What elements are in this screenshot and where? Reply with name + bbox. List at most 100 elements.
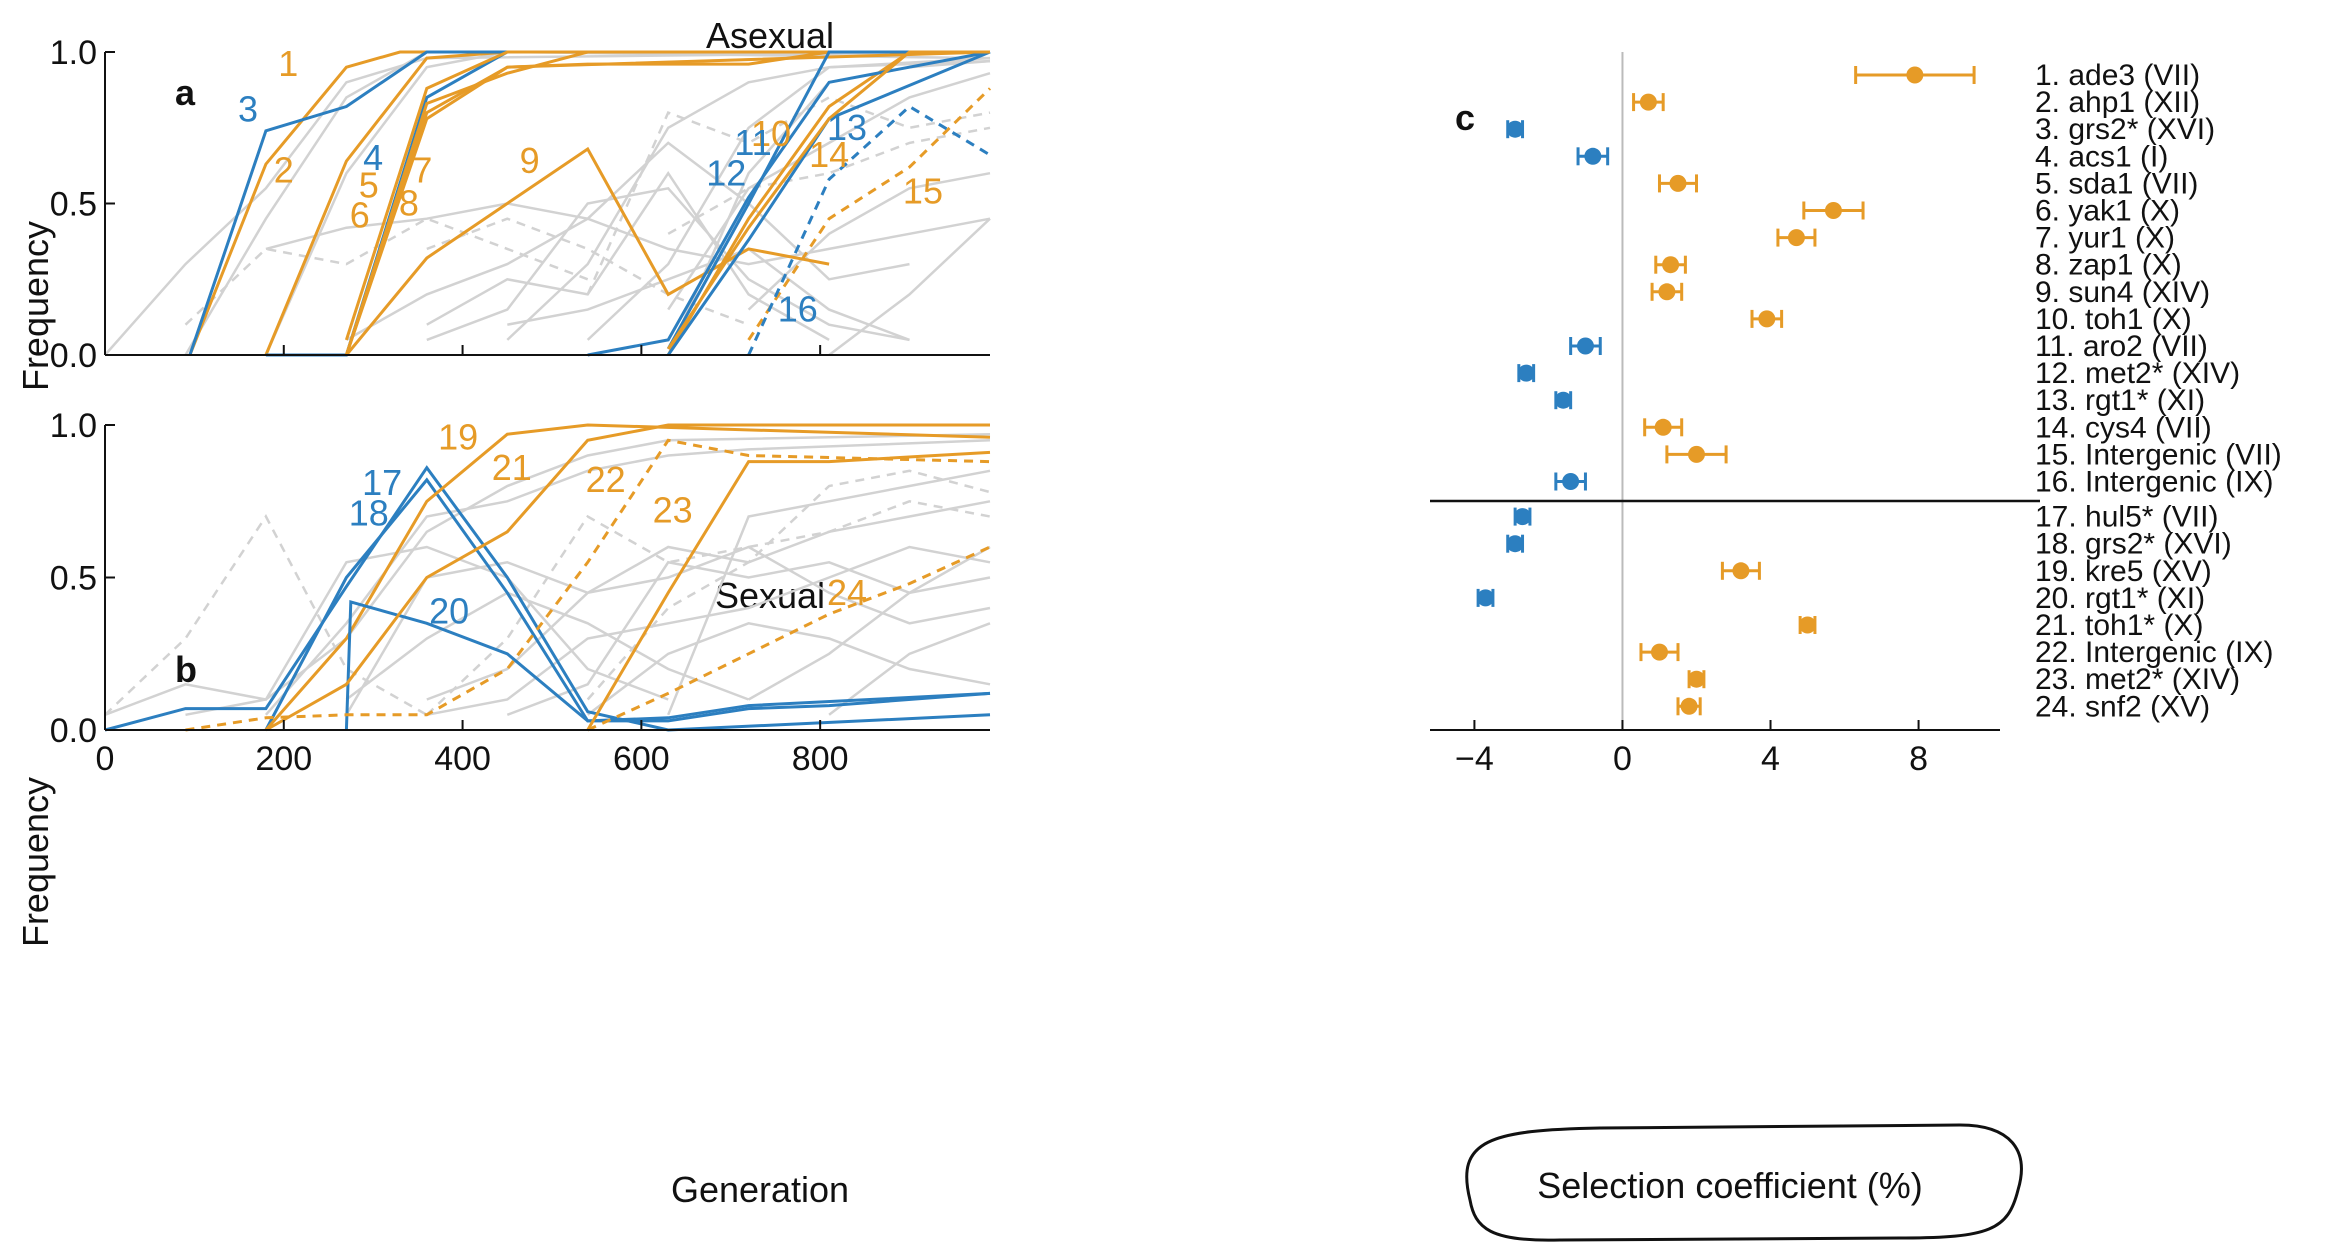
mutation-label-20: 20 bbox=[429, 590, 469, 631]
background-line bbox=[426, 170, 830, 341]
background-line bbox=[104, 50, 991, 356]
mutation-line-16 bbox=[747, 104, 991, 356]
y-tick-label: 0.5 bbox=[50, 186, 97, 224]
y-tick-label: 1.0 bbox=[50, 407, 97, 445]
background-line bbox=[507, 247, 910, 342]
panel-a-highlight-lines bbox=[188, 50, 992, 357]
background-line bbox=[747, 171, 991, 311]
gene-label-17: 17. hul5* (VII) bbox=[2035, 501, 2218, 534]
point-23 bbox=[1687, 670, 1705, 688]
background-line bbox=[828, 622, 991, 716]
mutation-label-15: 15 bbox=[903, 171, 943, 212]
gene-label-2: 2. ahp1 (XII) bbox=[2035, 86, 2200, 119]
point-15 bbox=[1687, 445, 1705, 463]
point-24 bbox=[1680, 697, 1698, 715]
mutation-label-21: 21 bbox=[492, 447, 532, 488]
mutation-label-16: 16 bbox=[778, 289, 818, 330]
y-tick-label: 0.0 bbox=[50, 712, 97, 750]
background-line bbox=[345, 591, 750, 701]
panel-b-axes: 0.0 0.5 1.0 0 200 400 600 800 bbox=[50, 407, 990, 778]
background-line bbox=[425, 500, 991, 716]
y-tick-label: 0.5 bbox=[50, 560, 97, 598]
mutation-label-13: 13 bbox=[827, 107, 867, 148]
gene-label-4: 4. acs1 (I) bbox=[2035, 140, 2168, 173]
mutation-line-9 bbox=[345, 146, 830, 356]
mutation-line-18 bbox=[264, 477, 991, 731]
panel-c-points: 1. ade3 (VII)2. ahp1 (XII)3. grs2* (XVI)… bbox=[1430, 52, 2282, 730]
x-tick-label: 0 bbox=[1613, 740, 1632, 778]
mutation-label-18: 18 bbox=[349, 493, 389, 534]
point-12 bbox=[1517, 364, 1535, 382]
point-3 bbox=[1506, 120, 1524, 138]
x-tick-label: 200 bbox=[255, 740, 312, 778]
x-tick-label: 400 bbox=[434, 740, 491, 778]
gene-label-16: 16. Intergenic (IX) bbox=[2035, 466, 2273, 499]
background-line bbox=[747, 545, 991, 701]
panel-c-selection-coefficients: c 1. ade3 (VII)2. ahp1 (XII)3. grs2* (XV… bbox=[1430, 52, 2282, 1242]
mutation-label-23: 23 bbox=[653, 490, 693, 531]
gene-label-20: 20. rgt1* (XI) bbox=[2035, 582, 2205, 615]
mutation-label-11: 11 bbox=[734, 122, 771, 163]
gene-label-14: 14. cys4 (VII) bbox=[2035, 411, 2212, 444]
gene-label-24: 24. snf2 (XV) bbox=[2035, 690, 2210, 723]
y-tick-label: 1.0 bbox=[50, 34, 97, 72]
gene-label-18: 18. grs2* (XVI) bbox=[2035, 528, 2232, 561]
gene-label-9: 9. sun4 (XIV) bbox=[2035, 276, 2210, 309]
point-4 bbox=[1584, 147, 1602, 165]
gene-label-21: 21. toh1* (X) bbox=[2035, 609, 2203, 642]
point-14 bbox=[1654, 418, 1672, 436]
mutation-label-9: 9 bbox=[520, 140, 540, 181]
x-tick-label: 4 bbox=[1761, 740, 1780, 778]
background-line bbox=[667, 469, 991, 716]
mutation-line-23 bbox=[586, 450, 991, 731]
gene-label-5: 5. sda1 (VII) bbox=[2035, 167, 2198, 200]
point-22 bbox=[1650, 643, 1668, 661]
background-line bbox=[104, 514, 428, 716]
mutation-label-17: 17 bbox=[362, 462, 402, 503]
mutation-line-6 bbox=[344, 50, 991, 356]
point-18 bbox=[1506, 535, 1524, 553]
mutation-line-21 bbox=[265, 423, 990, 732]
background-line bbox=[667, 72, 991, 311]
mutation-label-2: 2 bbox=[274, 149, 294, 190]
mutation-line-15 bbox=[747, 87, 992, 341]
y-tick-label: 0.0 bbox=[50, 337, 97, 375]
background-line bbox=[426, 217, 750, 326]
background-line bbox=[586, 96, 991, 295]
background-line bbox=[586, 622, 991, 716]
point-8 bbox=[1662, 256, 1680, 274]
background-line bbox=[426, 186, 910, 342]
mutation-label-24: 24 bbox=[827, 572, 867, 613]
point-6 bbox=[1824, 202, 1842, 219]
point-9 bbox=[1658, 283, 1676, 301]
background-line bbox=[345, 141, 910, 341]
gene-label-23: 23. met2* (XIV) bbox=[2035, 663, 2240, 696]
point-16 bbox=[1562, 473, 1580, 490]
x-tick-label: −4 bbox=[1455, 740, 1494, 778]
point-10 bbox=[1758, 310, 1776, 328]
mutation-line-14 bbox=[666, 50, 990, 350]
background-line bbox=[184, 217, 589, 326]
mutation-label-6: 6 bbox=[350, 195, 370, 236]
mutation-label-1: 1 bbox=[278, 43, 298, 84]
mutation-line-13 bbox=[587, 50, 991, 357]
gene-label-6: 6. yak1 (X) bbox=[2035, 195, 2180, 228]
panel-b-x-axis-title: Generation bbox=[671, 1169, 849, 1210]
mutation-label-12: 12 bbox=[706, 152, 746, 193]
gene-label-19: 19. kre5 (XV) bbox=[2035, 555, 2212, 588]
background-line bbox=[104, 545, 669, 716]
background-line bbox=[586, 469, 991, 701]
panel-c-letter: c bbox=[1455, 97, 1475, 138]
point-21 bbox=[1799, 616, 1817, 634]
panel-a-title: Asexual bbox=[706, 15, 834, 56]
background-line bbox=[828, 217, 991, 356]
point-2 bbox=[1639, 93, 1657, 111]
mutation-label-5: 5 bbox=[359, 164, 379, 205]
gene-label-7: 7. yur1 (X) bbox=[2035, 222, 2175, 255]
point-5 bbox=[1669, 174, 1687, 192]
mutation-label-8: 8 bbox=[399, 183, 419, 224]
panel-a-axes: 0.0 0.5 1.0 bbox=[50, 34, 990, 375]
